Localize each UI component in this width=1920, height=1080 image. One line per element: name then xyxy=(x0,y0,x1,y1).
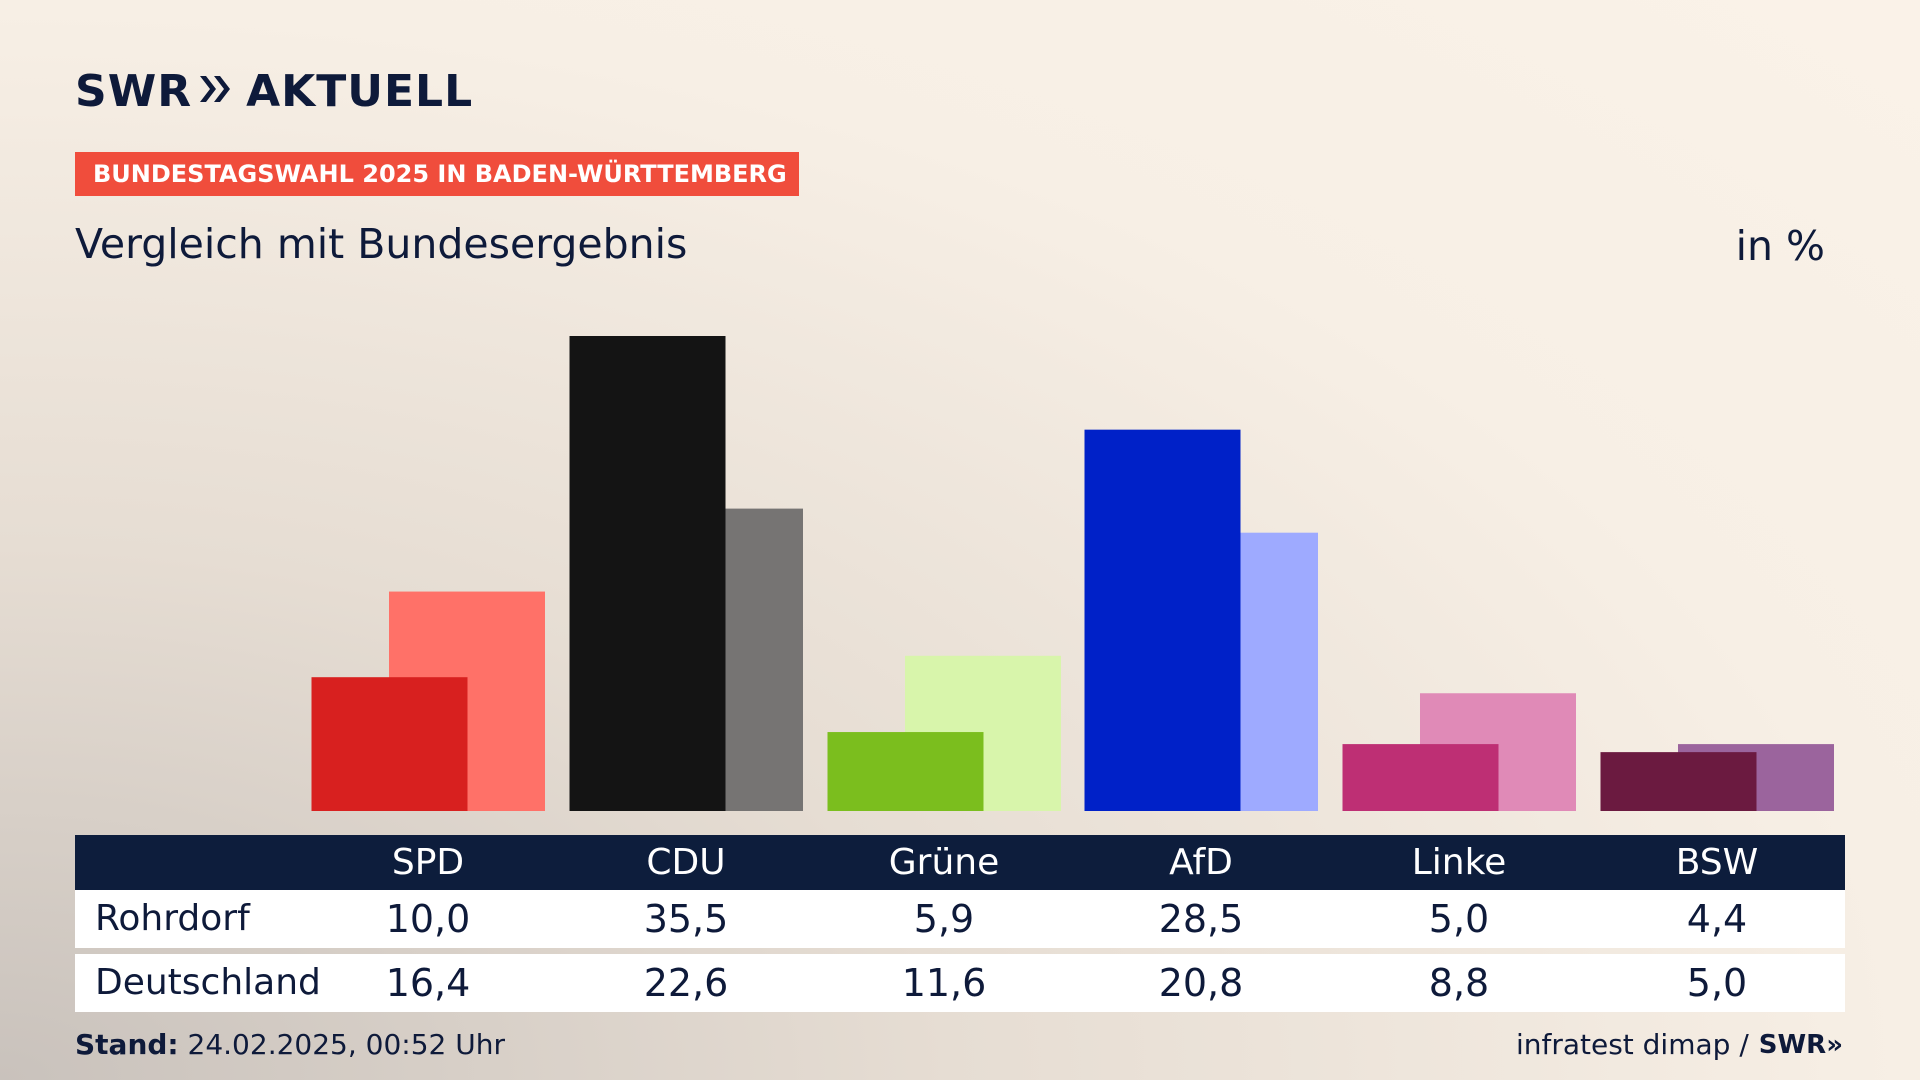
value-cell-gr-ne: 11,6 xyxy=(901,961,987,1005)
value-cell-gr-ne: 5,9 xyxy=(913,897,975,941)
bar-rohrdorf-gr-ne xyxy=(827,732,984,811)
bar-rohrdorf-spd xyxy=(311,677,468,811)
bar-rohrdorf-afd xyxy=(1084,429,1241,811)
value-cell-spd: 10,0 xyxy=(385,897,471,941)
value-cell-spd: 16,4 xyxy=(385,961,471,1005)
logo-aktuell-text: AKTUELL xyxy=(246,66,474,117)
bar-rohrdorf-bsw xyxy=(1600,752,1757,811)
election-banner: BUNDESTAGSWAHL 2025 IN BADEN-WÜRTTEMBERG xyxy=(75,152,799,196)
value-cell-bsw: 5,0 xyxy=(1686,961,1748,1005)
table-row: Rohrdorf 10,0 35,5 5,9 28,5 5,0 4,4 xyxy=(75,890,1845,948)
bar-rohrdorf-cdu xyxy=(569,336,726,811)
value-cell-afd: 20,8 xyxy=(1158,961,1244,1005)
chart-subtitle: Vergleich mit Bundesergebnis xyxy=(75,220,688,268)
column-header-linke: Linke xyxy=(1411,842,1507,883)
value-cell-afd: 28,5 xyxy=(1158,897,1244,941)
row-label: Deutschland xyxy=(95,962,321,1003)
bar-chart xyxy=(311,336,1834,811)
column-header-spd: SPD xyxy=(391,842,465,883)
stand-value: 24.02.2025, 00:52 Uhr xyxy=(187,1028,505,1061)
value-cell-linke: 8,8 xyxy=(1428,961,1490,1005)
logo-arrows-icon xyxy=(198,66,232,117)
swr-source-logo: SWR» xyxy=(1758,1029,1843,1060)
value-cell-cdu: 35,5 xyxy=(643,897,729,941)
source-credit: infratest dimap / SWR» xyxy=(1516,1028,1843,1061)
table-row: Deutschland 16,4 22,6 11,6 20,8 8,8 5,0 xyxy=(75,954,1845,1012)
value-cell-bsw: 4,4 xyxy=(1686,897,1748,941)
column-header-gr-ne: Grüne xyxy=(888,842,1000,883)
source-text: infratest dimap / xyxy=(1515,1028,1749,1061)
results-table: SPD CDU Grüne AfD Linke BSW Rohrdorf 10,0 35,5… xyxy=(75,835,1845,1012)
value-cell-linke: 5,0 xyxy=(1428,897,1490,941)
stand-label: Stand: xyxy=(75,1028,179,1061)
table-header: SPD CDU Grüne AfD Linke BSW xyxy=(75,835,1845,890)
bar-rohrdorf-linke xyxy=(1342,744,1499,811)
row-label: Rohrdorf xyxy=(95,898,250,939)
logo-swr-text: SWR xyxy=(75,66,193,117)
swr-aktuell-logo: SWR AKTUELL xyxy=(75,66,473,117)
column-header-cdu: CDU xyxy=(646,842,726,883)
unit-label: in % xyxy=(1735,222,1825,270)
value-cell-cdu: 22,6 xyxy=(643,961,729,1005)
column-header-afd: AfD xyxy=(1169,842,1233,883)
timestamp: Stand: 24.02.2025, 00:52 Uhr xyxy=(75,1028,505,1061)
column-header-bsw: BSW xyxy=(1675,842,1759,883)
